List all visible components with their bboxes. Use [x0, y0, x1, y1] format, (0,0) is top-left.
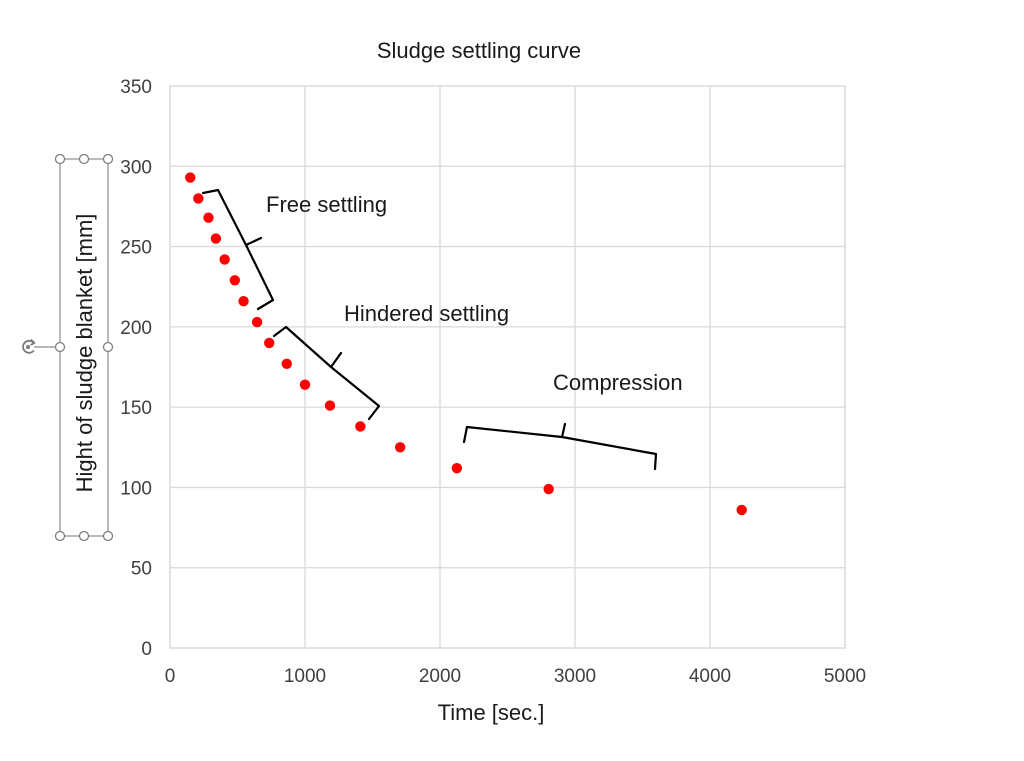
data-point — [185, 172, 196, 183]
y-tick-label: 100 — [120, 478, 152, 499]
data-point — [229, 275, 240, 286]
hindered-settling-brace — [272, 325, 381, 421]
data-point — [451, 462, 463, 474]
x-tick-label: 5000 — [824, 666, 866, 687]
gridlines — [169, 85, 846, 649]
x-tick-labels: 0 1000 2000 3000 4000 5000 — [165, 666, 866, 687]
data-point — [264, 337, 275, 349]
resize-handle-bottom-middle[interactable] — [78, 530, 90, 542]
compression-label: Compression — [553, 370, 683, 395]
y-tick-label: 150 — [120, 398, 152, 419]
data-point — [193, 193, 204, 204]
data-point — [219, 254, 230, 265]
free-settling-label: Free settling — [266, 192, 387, 217]
rotate-handle-icon[interactable] — [22, 338, 36, 354]
data-point — [299, 379, 311, 390]
plot-frame — [169, 85, 846, 649]
data-points — [185, 172, 747, 516]
y-axis-label-selection[interactable]: Hight of sludge blanket [mm] — [22, 153, 114, 542]
y-tick-labels: 0 50 100 150 200 250 300 350 — [120, 77, 152, 660]
data-point — [203, 212, 214, 223]
x-axis-label: Time [sec.] — [438, 700, 545, 725]
y-tick-label: 0 — [141, 639, 152, 660]
data-point — [355, 421, 366, 432]
y-tick-label: 300 — [120, 157, 152, 178]
x-tick-label: 2000 — [419, 666, 461, 687]
data-point — [210, 233, 222, 244]
y-axis-label: Hight of sludge blanket [mm] — [72, 214, 97, 493]
resize-handle-top-left[interactable] — [54, 153, 66, 165]
free-settling-brace — [201, 188, 275, 311]
data-point — [394, 442, 406, 453]
x-tick-label: 3000 — [554, 666, 596, 687]
x-tick-label: 1000 — [284, 666, 326, 687]
data-point — [736, 504, 747, 516]
data-point — [324, 400, 336, 411]
y-tick-label: 200 — [120, 318, 152, 339]
data-point — [251, 316, 263, 328]
data-point — [281, 358, 292, 369]
resize-handle-top-middle[interactable] — [78, 153, 90, 165]
resize-handle-middle-right[interactable] — [102, 341, 114, 353]
compression-brace — [462, 422, 658, 471]
resize-handle-bottom-right[interactable] — [102, 530, 114, 542]
chart-title: Sludge settling curve — [377, 38, 581, 63]
data-point — [238, 295, 249, 307]
resize-handle-middle-left[interactable] — [54, 341, 66, 353]
x-tick-label: 4000 — [689, 666, 731, 687]
y-tick-label: 350 — [120, 77, 152, 98]
y-tick-label: 250 — [120, 238, 152, 259]
y-tick-label: 50 — [131, 559, 152, 580]
resize-handle-bottom-left[interactable] — [54, 530, 66, 542]
hindered-settling-label: Hindered settling — [344, 301, 509, 326]
data-point — [543, 483, 554, 495]
x-tick-label: 0 — [165, 666, 176, 687]
resize-handle-top-right[interactable] — [102, 153, 114, 165]
